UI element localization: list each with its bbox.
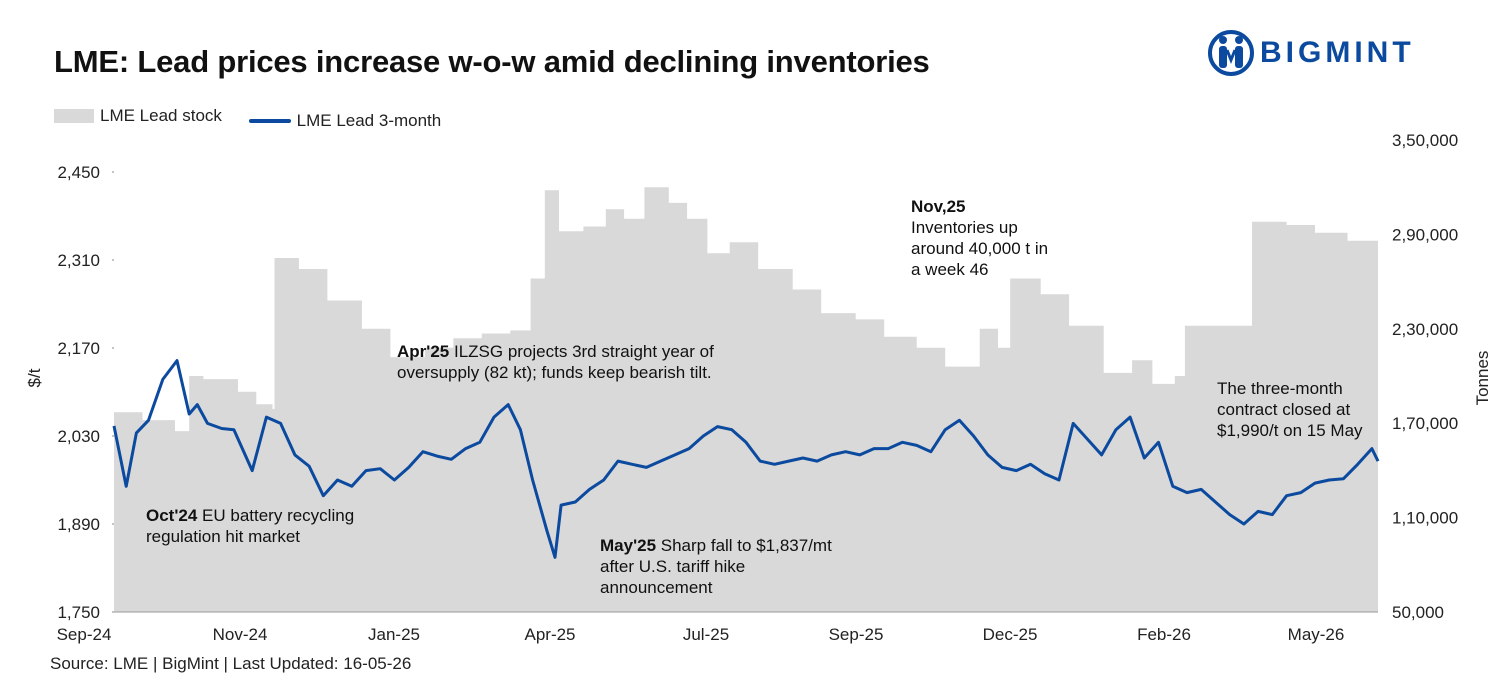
annotation-oct24: Oct'24 EU battery recycling regulation h… (146, 505, 396, 547)
annotation-oct24-bold: Oct'24 (146, 506, 198, 525)
y-right-tick-label: 1,10,000 (1392, 509, 1458, 528)
series-price-line (112, 359, 1380, 559)
bigmint-logo: BIGMINT (1208, 24, 1468, 84)
x-tick-label: Jul-25 (683, 625, 729, 644)
annotation-apr25-bold: Apr'25 (397, 342, 450, 361)
annotation-apr25: Apr'25 ILZSG projects 3rd straight year … (397, 341, 767, 383)
annotation-may25-bold: May'25 (600, 536, 657, 555)
chart-source: Source: LME | BigMint | Last Updated: 16… (50, 654, 412, 673)
y-right-tick-label: 1,70,000 (1392, 414, 1458, 433)
x-tick-label: Nov-24 (213, 625, 268, 644)
legend-swatch-stock (54, 109, 94, 123)
annotation-may25-text: Sharp fall to $1,837/mt after U.S. tarif… (600, 536, 832, 597)
y-left-axis-title: $/t (25, 368, 44, 387)
legend-label-stock: LME Lead stock (100, 106, 222, 125)
bigmint-logo-text: BIGMINT (1260, 36, 1415, 69)
annotation-apr25-text: ILZSG projects 3rd straight year of over… (397, 342, 714, 382)
x-tick-label: Sep-24 (57, 625, 112, 644)
annotation-nov25: Nov,25 Inventories up around 40,000 t in… (911, 196, 1061, 280)
series-stock-area (114, 187, 1378, 612)
y-right-tick-label: 2,30,000 (1392, 320, 1458, 339)
legend-swatch-price (248, 119, 291, 123)
y-left-tick-label: 2,310 (57, 251, 100, 270)
x-tick-label: Sep-25 (829, 625, 884, 644)
legend-label-price: LME Lead 3-month (296, 111, 442, 130)
chart-title: LME: Lead prices increase w-o-w amid dec… (54, 44, 930, 79)
legend-item-price: LME Lead 3-month (248, 111, 442, 131)
y-left-tick-label: 1,750 (57, 603, 100, 622)
y-left-tick-label: 1,890 (57, 515, 100, 534)
annotation-nov25-bold: Nov,25 (911, 197, 966, 216)
chart-legend: LME Lead stock LME Lead 3-month (54, 106, 463, 131)
annotation-may25: May'25 Sharp fall to $1,837/mt after U.S… (600, 535, 860, 598)
y-left-tick-label: 2,030 (57, 427, 100, 446)
annotation-nov25-text: Inventories up around 40,000 t in a week… (911, 218, 1049, 279)
annotation-close-text: The three-month contract closed at $1,99… (1217, 379, 1363, 440)
x-tick-label: Apr-25 (524, 625, 575, 644)
y-right-tick-label: 2,90,000 (1392, 225, 1458, 244)
y-left-tick-label: 2,450 (57, 163, 100, 182)
annotation-oct24-text: EU battery recycling regulation hit mark… (146, 506, 355, 546)
annotation-close: The three-month contract closed at $1,99… (1217, 378, 1382, 441)
y-right-tick-label: 3,50,000 (1392, 131, 1458, 150)
y-right-tick-label: 50,000 (1392, 603, 1444, 622)
x-tick-label: Dec-25 (983, 625, 1038, 644)
legend-item-stock: LME Lead stock (54, 106, 222, 126)
x-tick-label: May-26 (1288, 625, 1345, 644)
y-right-axis-title: Tonnes (1473, 351, 1492, 406)
bigmint-logo-icon (1208, 30, 1254, 76)
x-tick-label: Feb-26 (1137, 625, 1191, 644)
y-left-tick-label: 2,170 (57, 339, 100, 358)
x-tick-label: Jan-25 (368, 625, 420, 644)
